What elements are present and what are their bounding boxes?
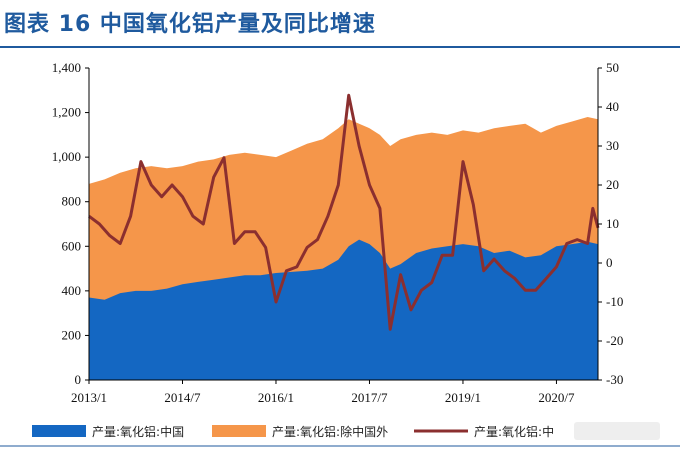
x-axis-tick-label: 2019/1 xyxy=(445,390,481,405)
x-axis-tick-label: 2020/7 xyxy=(538,390,575,405)
right-axis-tick-label: -20 xyxy=(606,333,623,348)
right-axis-tick-label: 40 xyxy=(606,99,619,114)
left-axis-tick-label: 1,000 xyxy=(52,149,81,164)
left-axis-tick-label: 1,200 xyxy=(52,105,81,120)
left-axis-tick-label: 800 xyxy=(62,194,82,209)
x-axis-tick-label: 2017/7 xyxy=(351,390,388,405)
right-axis-tick-label: -10 xyxy=(606,294,623,309)
line-series-yoy-growth xyxy=(88,93,600,331)
right-axis-tick-label: 50 xyxy=(606,60,619,75)
left-axis-tick-label: 200 xyxy=(62,327,82,342)
title-divider xyxy=(0,46,680,48)
legend-swatch-china xyxy=(32,425,86,437)
legend-label-china: 产量:氧化铝:中国 xyxy=(92,424,184,439)
right-axis-tick-label: 30 xyxy=(606,138,619,153)
x-axis-tick-label: 2013/1 xyxy=(71,390,107,405)
left-axis-tick-label: 1,400 xyxy=(52,60,81,75)
redacted-legend-text xyxy=(574,422,660,440)
left-axis-tick-label: 0 xyxy=(75,372,82,387)
legend-label-ex-china: 产量:氧化铝:除中国外 xyxy=(272,424,388,439)
legend-label-yoy: 产量:氧化铝:中 xyxy=(474,424,554,439)
left-axis-tick-label: 600 xyxy=(62,238,82,253)
x-axis-tick-label: 2014/7 xyxy=(164,390,201,405)
right-axis-tick-label: -30 xyxy=(606,372,623,387)
right-axis-tick-label: 20 xyxy=(606,177,619,192)
left-axis-tick-label: 400 xyxy=(62,283,82,298)
right-axis-tick-label: 0 xyxy=(606,255,613,270)
chart-title: 图表 16 中国氧化铝产量及同比增速 xyxy=(4,12,376,37)
legend-swatch-ex-china xyxy=(212,425,266,437)
area-series-china xyxy=(89,239,598,380)
x-axis-tick-label: 2016/1 xyxy=(258,390,294,405)
right-axis-tick-label: 10 xyxy=(606,216,619,231)
